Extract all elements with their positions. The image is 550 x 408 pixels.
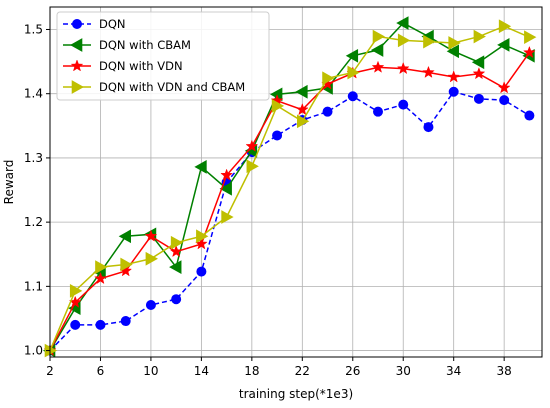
data-point [448,36,461,50]
legend: DQN DQN with CBAM DQN with VDN DQN with VDN… [56,11,270,101]
data-point [221,210,234,224]
legend-marker [72,19,82,29]
x-tick-label: 10 [143,364,158,378]
axis-ticks: 2 6 10 14 18 22 26 30 34 381.01.11.21.31.41.5 [24,22,512,378]
data-point [118,229,131,244]
data-point [371,60,385,73]
data-point [220,168,234,181]
x-tick-label: 26 [345,364,360,378]
data-point [70,319,81,330]
data-point [498,19,512,34]
data-point [499,95,510,106]
y-tick-label: 1.2 [24,215,43,229]
data-point [170,235,184,250]
data-point [398,99,409,110]
legend-label: DQN with CBAM [99,38,191,52]
legend-label: DQN with VDN and CBAM [99,80,245,94]
legend-marker [70,59,84,72]
data-point [196,229,209,244]
data-point [473,93,484,104]
data-point [272,130,283,141]
data-point [472,67,486,80]
data-point [169,244,183,258]
legend-item: DQN [63,17,126,31]
x-tick-label: 2 [46,364,54,378]
legend-marker [71,80,85,94]
x-tick-label: 30 [396,364,411,378]
data-point [69,284,83,298]
data-point [245,139,259,152]
legend-label: DQN [99,17,126,31]
data-point [345,48,359,63]
data-point [396,16,409,30]
data-point [471,55,485,70]
data-point [347,65,360,80]
data-point [497,81,511,94]
data-point [295,103,309,116]
x-axis-title: training step(*1e3) [239,387,353,401]
data-point [271,99,285,113]
data-point [44,343,58,358]
data-point [322,106,333,117]
x-tick-label: 6 [97,364,105,378]
y-tick-label: 1.3 [24,151,43,165]
data-point [370,43,384,57]
series-layer [42,16,537,358]
data-point [322,71,335,86]
y-tick-label: 1.1 [24,279,43,293]
y-tick-label: 1.0 [24,344,43,358]
legend-marker [69,38,83,52]
series-4 [44,19,537,358]
data-point [396,61,410,75]
x-tick-label: 38 [497,364,512,378]
data-point [94,271,107,285]
plot-frame [49,6,543,358]
data-point [373,106,383,117]
data-point [423,34,436,49]
data-point [246,159,259,174]
data-point [144,229,158,242]
y-axis-title: Reward [2,160,16,205]
data-point [219,181,232,196]
data-point [171,294,182,305]
x-tick-label: 34 [446,364,461,378]
data-point [497,38,510,52]
data-point [194,160,207,174]
data-point [372,29,386,44]
x-tick-label: 14 [194,364,209,378]
data-point [120,257,133,272]
legend-item: DQN with VDN and CBAM [63,80,245,94]
data-point [95,319,106,330]
data-point [397,33,411,48]
data-point [422,65,435,78]
data-point [448,86,459,97]
legend-label: DQN with VDN [99,59,183,73]
legend-box [56,11,270,101]
data-point [347,91,358,102]
data-point [95,260,108,274]
data-point [423,122,434,133]
data-point [297,114,310,129]
data-point [145,251,158,266]
data-point [473,29,486,44]
data-point [196,266,207,277]
y-tick-label: 1.4 [24,87,43,101]
y-tick-label: 1.5 [24,22,43,36]
x-tick-label: 18 [244,364,259,378]
x-tick-label: 22 [295,364,310,378]
data-point [145,299,156,310]
data-point [169,260,182,274]
legend-item: DQN with VDN [63,59,183,73]
data-point [120,316,131,327]
data-point [524,30,537,45]
data-point [522,45,536,59]
data-point [295,84,308,99]
data-point [447,70,461,83]
legend-item: DQN with CBAM [63,38,191,52]
data-point [446,44,459,59]
data-point [524,110,535,121]
